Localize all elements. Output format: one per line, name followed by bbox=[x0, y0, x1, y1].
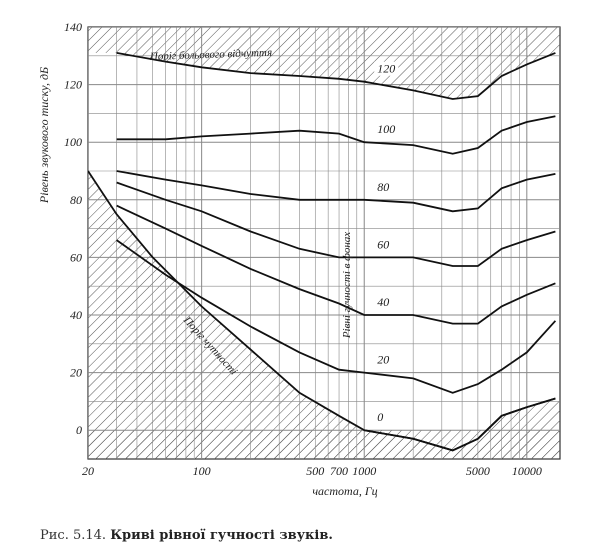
x-tick-label: 500 bbox=[306, 464, 324, 478]
hearing-region-hatch bbox=[88, 171, 560, 459]
curve-120-phon bbox=[116, 52, 556, 100]
curve-label-bg bbox=[374, 352, 399, 367]
y-tick-label: 20 bbox=[70, 366, 82, 380]
x-axis-label: частота, Гц bbox=[312, 484, 377, 498]
curve-label-bg bbox=[374, 237, 399, 252]
curve-level-label: 20 bbox=[377, 353, 389, 367]
x-tick-label: 700 bbox=[330, 464, 348, 478]
curve-label-bg bbox=[374, 61, 399, 76]
x-tick-label: 20 bbox=[82, 464, 94, 478]
curve-level-label: 80 bbox=[377, 180, 389, 194]
curve-level-label: 60 bbox=[377, 237, 389, 251]
subzero-region-hatch bbox=[88, 430, 560, 459]
y-tick-label: 100 bbox=[64, 135, 82, 149]
pain-threshold-label: Поріг больового відчуття bbox=[149, 47, 273, 63]
y-tick-label: 80 bbox=[70, 193, 82, 207]
y-tick-label: 40 bbox=[70, 308, 82, 322]
hearing-threshold-curve bbox=[88, 170, 556, 452]
curve-label-bg bbox=[374, 410, 399, 425]
y-tick-label: 140 bbox=[64, 20, 82, 34]
curve-level-label: 0 bbox=[377, 410, 383, 424]
curve-level-label: 100 bbox=[377, 122, 395, 136]
x-tick-label: 5000 bbox=[466, 464, 490, 478]
curve-label-bg bbox=[374, 179, 399, 194]
caption-title: Криві рівної гучності звуків. bbox=[110, 528, 333, 543]
curve-label-bg bbox=[374, 122, 399, 137]
caption-prefix: Рис. 5.14. bbox=[40, 528, 107, 543]
y-tick-label: 60 bbox=[70, 250, 82, 264]
curve-20-phon bbox=[116, 239, 557, 394]
y-tick-label: 120 bbox=[64, 78, 82, 92]
curve-level-label: 40 bbox=[377, 295, 389, 309]
curve-100-phon bbox=[116, 115, 556, 155]
curve-40-phon bbox=[116, 204, 556, 325]
curve-60-phon bbox=[116, 181, 556, 267]
x-tick-label: 1000 bbox=[352, 464, 376, 478]
curve-level-label: 120 bbox=[377, 62, 395, 76]
loudness-levels-phon-label: Рівні гучності в фонах bbox=[341, 232, 353, 339]
x-tick-label: 10000 bbox=[512, 464, 542, 478]
x-tick-label: 100 bbox=[193, 464, 211, 478]
curve-80-phon bbox=[116, 170, 556, 213]
y-axis-label: Рівень звукового тиску, дБ bbox=[37, 67, 51, 204]
figure-caption: Рис. 5.14. Криві рівної гучності звуків. bbox=[40, 528, 333, 543]
y-tick-label: 0 bbox=[76, 423, 82, 437]
curve-label-bg bbox=[374, 295, 399, 309]
